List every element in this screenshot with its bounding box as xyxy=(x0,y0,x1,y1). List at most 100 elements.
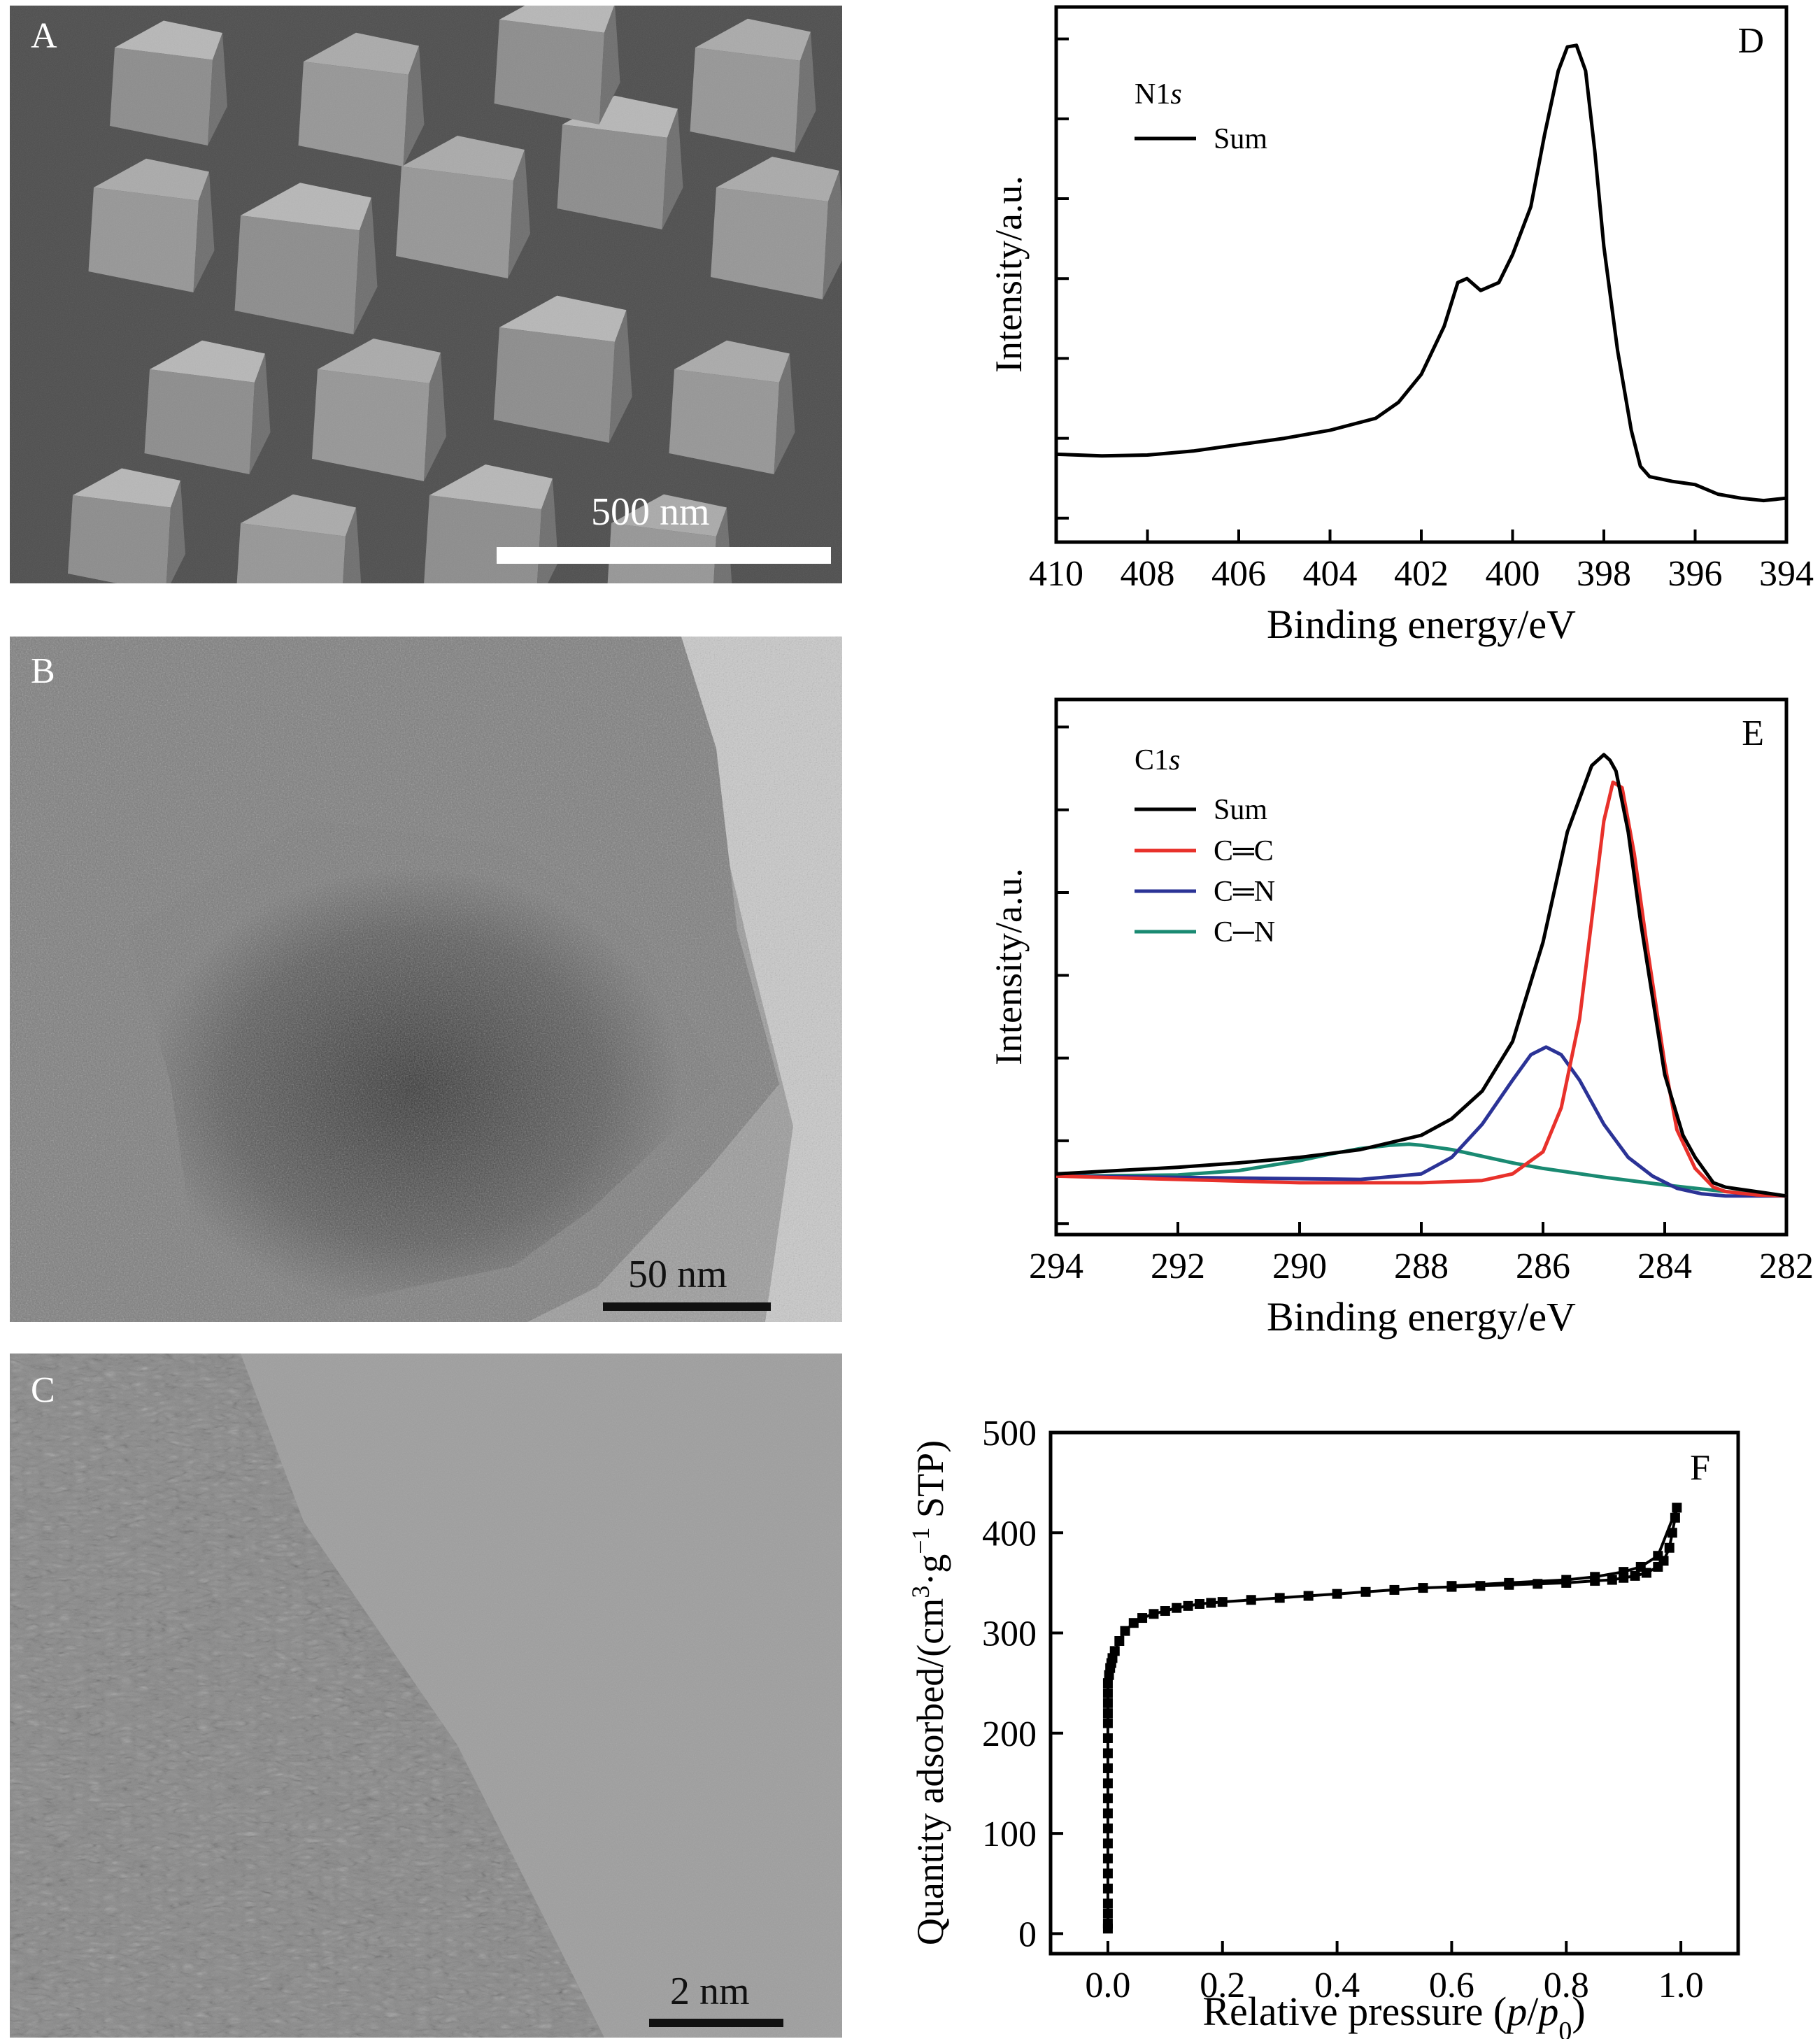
panel-a-scale-label: 500 nm xyxy=(591,490,710,534)
chart-f-data-point xyxy=(1102,1733,1113,1743)
f-x-tick-label: 0.4 xyxy=(1314,1966,1360,2005)
chart-f-data-point xyxy=(1303,1591,1314,1601)
chart-e-legend-label-c-n-double: C═N xyxy=(1214,876,1275,908)
e-x-tick-label: 288 xyxy=(1394,1246,1449,1286)
chart-f-data-point xyxy=(1102,1808,1113,1819)
f-y-tick-label: 200 xyxy=(982,1714,1037,1754)
chart-f-data-point xyxy=(1137,1613,1148,1624)
chart-f-data-point xyxy=(1217,1597,1228,1607)
chart-e-legend-title: C1s xyxy=(1135,744,1180,776)
chart-f-data-point xyxy=(1120,1626,1130,1636)
d-x-tick-label: 406 xyxy=(1211,554,1266,594)
chart-d-xlabel: Binding energy/eV xyxy=(1267,602,1576,647)
d-x-tick-label: 396 xyxy=(1668,554,1723,594)
chart-f-adsorption-isotherm: 0 100 200 300 400 500 0.0 0.2 0.4 0.6 0.8 1.0 F Qu… xyxy=(907,1414,1740,2039)
e-x-tick-label: 292 xyxy=(1151,1246,1205,1286)
chart-f-ylabel: Quantity adsorbed/(cm3·g−1 STP) xyxy=(907,1440,951,1945)
e-x-tick-label: 284 xyxy=(1637,1246,1692,1286)
chart-f-data-point xyxy=(1102,1718,1113,1728)
f-y-tick-label: 400 xyxy=(982,1514,1037,1554)
panel-a-label: A xyxy=(31,16,57,56)
chart-f-data-point xyxy=(1114,1636,1125,1646)
chart-f-data-point xyxy=(1561,1575,1572,1585)
panel-b-scale-bar xyxy=(603,1302,771,1311)
panel-b-scale-label: 50 nm xyxy=(628,1253,727,1296)
chart-f-data-point xyxy=(1102,1748,1113,1759)
f-x-tick-label: 1.0 xyxy=(1658,1966,1704,2005)
f-x-tick-label: 0.2 xyxy=(1200,1966,1245,2005)
panel-b-tem-image xyxy=(10,637,842,1322)
chart-f-data-point xyxy=(1332,1589,1342,1599)
chart-d-series-sum-line xyxy=(1055,43,1787,503)
chart-f-data-point xyxy=(1653,1551,1663,1561)
chart-d-ylabel: Intensity/a.u. xyxy=(988,176,1030,373)
chart-f-data-point xyxy=(1102,1868,1113,1879)
chart-f-data-point xyxy=(1590,1572,1600,1582)
panel-c-label: C xyxy=(31,1370,55,1410)
chart-f-data-point xyxy=(1102,1698,1113,1708)
chart-e-xlabel: Binding energy/eV xyxy=(1267,1294,1576,1340)
d-x-tick-label: 402 xyxy=(1394,554,1449,594)
chart-f-panel-label: F xyxy=(1690,1448,1710,1488)
d-x-tick-label: 400 xyxy=(1486,554,1540,594)
chart-f-data-point xyxy=(1418,1583,1428,1593)
chart-f-data-point xyxy=(1102,1793,1113,1803)
f-y-tick-label: 300 xyxy=(982,1614,1037,1654)
chart-f-data-point xyxy=(1504,1577,1514,1588)
chart-f-data-point xyxy=(1619,1567,1629,1577)
panel-c-scale-bar xyxy=(649,2019,783,2027)
chart-f-data-point xyxy=(1630,1570,1640,1581)
f-y-tick-label: 500 xyxy=(982,1414,1037,1454)
e-x-tick-label: 294 xyxy=(1029,1246,1083,1286)
chart-e-c1s-xps: 294 292 290 288 286 284 282 E C1s Sum C═C C═N … xyxy=(988,697,1814,1340)
chart-f-data-point xyxy=(1389,1584,1400,1595)
chart-f-data-point xyxy=(1607,1575,1617,1585)
chart-f-data-point xyxy=(1102,1688,1113,1698)
d-x-tick-label: 398 xyxy=(1577,554,1631,594)
chart-f-data-point xyxy=(1475,1581,1486,1591)
chart-d-panel-label: D xyxy=(1737,21,1764,61)
chart-e-frame xyxy=(1054,697,1789,1237)
chart-f-data-point xyxy=(1183,1600,1193,1611)
panel-c-hrtem-image xyxy=(10,1354,842,2038)
panel-a-scale-bar xyxy=(497,547,831,564)
d-x-tick-label: 410 xyxy=(1029,554,1083,594)
f-y-tick-label: 0 xyxy=(1018,1914,1037,1954)
chart-d-legend-title: N1s xyxy=(1135,78,1182,111)
chart-d-n1s-xps: 410 408 406 404 402 400 398 396 394 D N1s Sum In… xyxy=(988,5,1814,647)
chart-f-data-point xyxy=(1670,1512,1680,1523)
chart-f-data-point xyxy=(1172,1603,1182,1613)
chart-f-data-point xyxy=(1667,1528,1677,1538)
chart-f-data-point xyxy=(1102,1678,1113,1689)
chart-f-frame xyxy=(1048,1430,1740,1956)
chart-f-data-point xyxy=(1128,1618,1139,1628)
chart-e-legend-label-c-c: C═C xyxy=(1214,835,1274,867)
chart-f-data-point xyxy=(1102,1708,1113,1719)
f-y-tick-label: 100 xyxy=(982,1814,1037,1854)
chart-f-data-point xyxy=(1102,1853,1113,1863)
chart-e-ylabel: Intensity/a.u. xyxy=(988,868,1030,1065)
chart-e-series-sum-line xyxy=(1055,753,1787,1198)
panel-b-label: B xyxy=(31,651,55,691)
chart-f-xlabel: Relative pressure (p/p0) xyxy=(1202,1989,1585,2039)
d-x-tick-label: 408 xyxy=(1121,554,1175,594)
f-x-tick-label: 0.6 xyxy=(1429,1966,1474,2005)
chart-f-data-point xyxy=(1533,1579,1543,1589)
chart-f-data-point xyxy=(1149,1609,1159,1619)
chart-f-data-point xyxy=(1102,1898,1113,1909)
chart-e-legend-label-sum: Sum xyxy=(1214,794,1267,826)
chart-f-series-line xyxy=(1106,1506,1679,1929)
chart-f-data-point xyxy=(1664,1542,1675,1553)
chart-f-data-point xyxy=(1102,1919,1113,1929)
chart-f-data-point xyxy=(1102,1838,1113,1849)
chart-f-data-point xyxy=(1102,1908,1113,1919)
chart-f-data-point xyxy=(1109,1646,1120,1656)
f-x-tick-label: 0.8 xyxy=(1544,1966,1589,2005)
chart-f-data-point xyxy=(1446,1581,1457,1591)
e-x-tick-label: 282 xyxy=(1759,1246,1814,1286)
chart-f-data-point xyxy=(1274,1593,1285,1603)
chart-f-data-point xyxy=(1102,1778,1113,1789)
chart-f-data-point xyxy=(1194,1598,1204,1609)
chart-e-series-c-c-double-line xyxy=(1055,780,1787,1198)
chart-f-data-point xyxy=(1206,1598,1216,1608)
